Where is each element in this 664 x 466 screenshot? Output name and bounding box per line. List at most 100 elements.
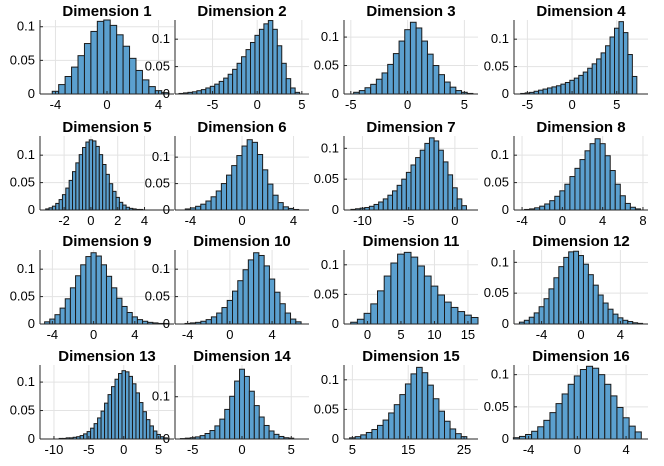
chart-title-6: Dimension 6 (197, 119, 286, 136)
bar-10-19 (284, 312, 292, 325)
bar-4-14 (582, 71, 589, 95)
bar-12-17 (602, 302, 609, 325)
bar-16-15 (604, 383, 612, 440)
bar-14-8 (219, 418, 226, 440)
y-tick-label-4-2: 0.1 (491, 31, 509, 46)
bar-16-6 (549, 412, 557, 440)
bar-11-7 (397, 253, 405, 325)
bar-12-11 (573, 250, 580, 325)
bar-9-12 (105, 275, 113, 325)
bar-15-2 (360, 434, 367, 440)
x-tick-label-11-3: 15 (461, 327, 475, 342)
bar-9-10 (95, 255, 102, 325)
bar-4-9 (560, 83, 566, 95)
y-tick-label-16-2: 0.1 (491, 367, 509, 382)
bar-4-5 (542, 88, 548, 95)
bar-7-17 (428, 137, 435, 211)
bar-16-19 (628, 425, 636, 440)
bar-5-13 (88, 139, 94, 211)
x-tick-label-15-2: 25 (457, 442, 471, 457)
y-tick-label-12-1: 0.05 (484, 285, 509, 300)
bar-7-12 (405, 171, 412, 211)
bar-7-24 (461, 205, 467, 211)
y-tick-label-1-1: 0.05 (10, 52, 35, 67)
y-tick-label-4-0: 0 (502, 86, 509, 101)
y-tick-label-7-1: 0.05 (314, 171, 339, 186)
bar-13-12 (100, 410, 106, 440)
x-tick-label-7-0: -10 (353, 213, 372, 228)
bar-13-19 (124, 371, 130, 440)
y-tick-label-14-0: 0 (163, 431, 170, 446)
bar-12-5 (543, 298, 550, 325)
x-tick-label-12-0: -4 (536, 327, 548, 342)
bar-7-11 (401, 178, 407, 211)
x-tick-label-10-1: 0 (226, 327, 233, 342)
bar-4-25 (631, 75, 638, 95)
x-tick-label-1-0: -4 (50, 97, 62, 112)
bar-15-6 (382, 419, 390, 440)
y-tick-label-11-1: 0.05 (314, 286, 339, 301)
bar-12-21 (622, 319, 629, 325)
bar-9-15 (121, 305, 128, 325)
bar-8-3 (539, 205, 546, 211)
y-tick-label-11-2: 0.1 (321, 257, 339, 272)
bar-10-4 (205, 319, 212, 325)
bar-2-15 (245, 49, 251, 95)
chart-title-10: Dimension 10 (193, 233, 291, 250)
bar-12-18 (607, 308, 614, 325)
x-tick-label-14-1: 0 (238, 442, 245, 457)
x-tick-label-8-0: -4 (516, 213, 528, 228)
y-tick-label-6-0: 0 (163, 202, 170, 217)
bar-5-15 (95, 145, 100, 211)
bar-5-6 (65, 187, 70, 211)
bar-6-13 (251, 141, 258, 211)
y-tick-label-10-0: 0 (163, 316, 170, 331)
bar-8-4 (544, 203, 551, 211)
y-tick-label-6-1: 0.05 (145, 176, 170, 191)
chart-panel-11: 0 5 10 15 0 0.05 0.1 Dimension 11 (314, 233, 479, 342)
bar-3-16 (444, 81, 451, 95)
bar-8-9 (569, 176, 576, 211)
bar-14-7 (214, 425, 221, 440)
bar-16-9 (567, 383, 575, 440)
bar-5-17 (102, 164, 107, 211)
bar-2-10 (223, 77, 229, 95)
bar-3-9 (404, 29, 411, 95)
bar-6-9 (231, 165, 238, 211)
x-tick-label-4-1: 0 (568, 97, 575, 112)
x-tick-label-8-2: 4 (599, 213, 606, 228)
bar-2-14 (241, 56, 247, 95)
x-tick-label-12-2: 4 (617, 327, 624, 342)
bar-15-4 (371, 429, 378, 440)
x-tick-label-6-1: 0 (238, 213, 245, 228)
bar-14-14 (248, 390, 255, 440)
bar-4-10 (564, 81, 571, 95)
bar-4-23 (622, 32, 629, 95)
chart-title-13: Dimension 13 (58, 348, 156, 365)
bar-4-7 (551, 86, 557, 95)
bar-13-20 (128, 375, 133, 440)
bar-6-2 (195, 205, 202, 211)
bar-14-19 (273, 433, 280, 440)
bar-8-11 (579, 159, 586, 211)
chart-title-9: Dimension 9 (62, 233, 151, 250)
bar-6-3 (200, 203, 207, 211)
bar-13-9 (90, 427, 95, 440)
bar-5-19 (108, 183, 114, 211)
bar-1-14 (141, 79, 150, 95)
x-tick-label-9-2: 4 (131, 327, 138, 342)
chart-title-8: Dimension 8 (536, 119, 625, 136)
bar-10-8 (226, 299, 234, 325)
bar-14-18 (268, 430, 275, 440)
bar-10-12 (247, 259, 255, 325)
bar-10-11 (242, 269, 249, 325)
x-tick-label-15-1: 15 (401, 442, 415, 457)
bar-13-15 (111, 386, 116, 440)
bar-13-14 (107, 394, 113, 440)
bar-7-23 (456, 198, 463, 211)
bar-1-7 (96, 20, 105, 95)
